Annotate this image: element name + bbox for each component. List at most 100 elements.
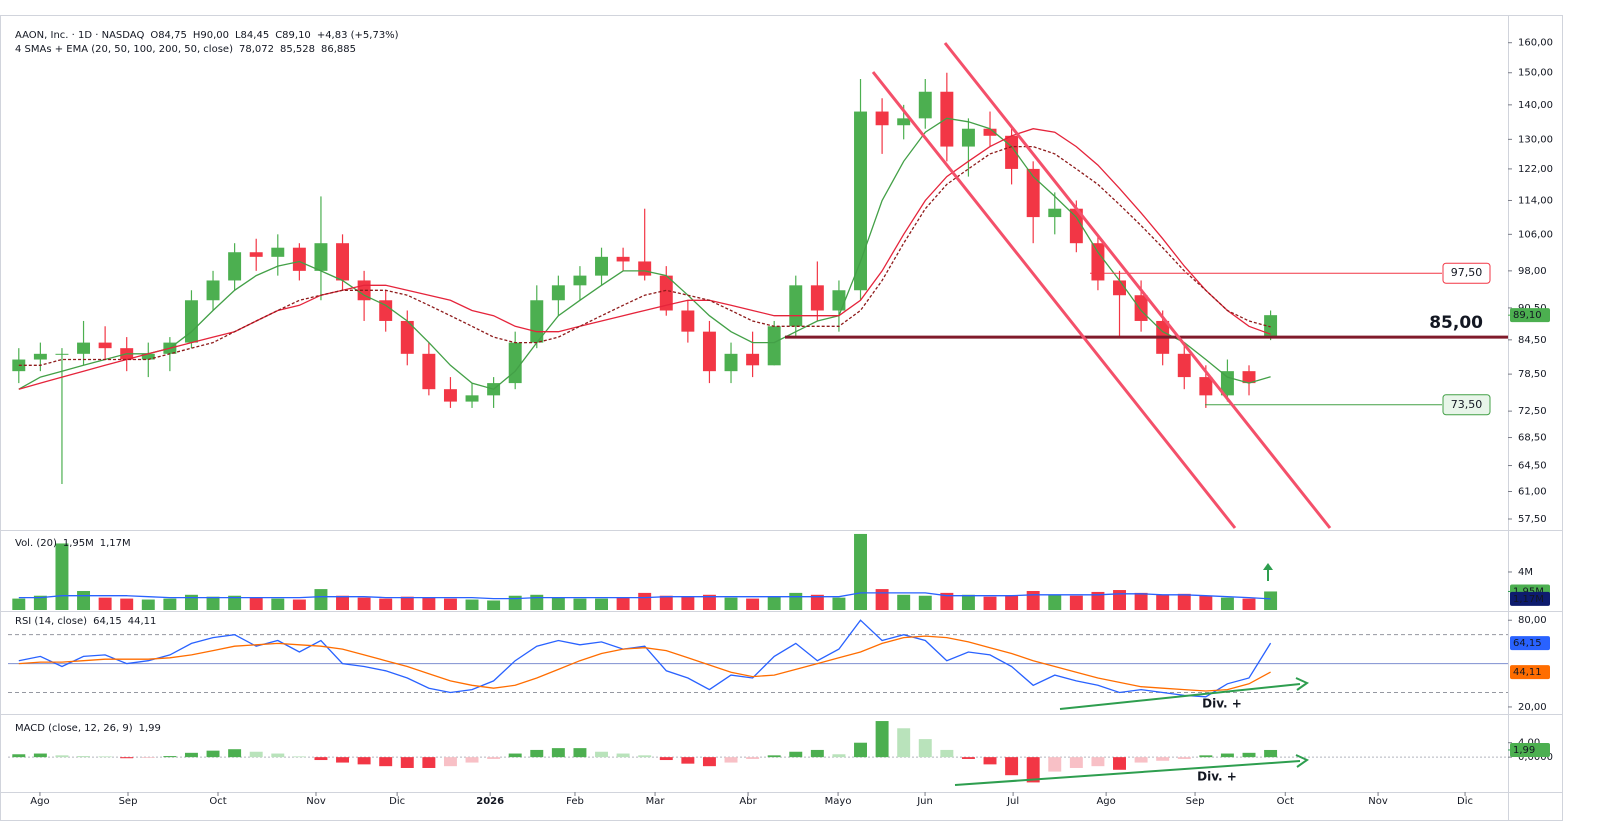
candle-body [422, 353, 436, 390]
bar [595, 598, 608, 610]
legend-text: +4,83 (+5,73%) [317, 30, 399, 41]
legend-text: H90,00 [193, 30, 229, 41]
bar [508, 595, 522, 610]
bar [1220, 753, 1234, 758]
x-tick-label: Oct [1277, 796, 1294, 807]
bar [961, 757, 975, 759]
bar [1113, 757, 1126, 770]
marks [8, 42, 1512, 796]
legend-text: 44,11 [128, 616, 157, 627]
x-tick-label: Sep [1186, 796, 1205, 807]
bar [357, 757, 371, 765]
bar [875, 589, 889, 610]
candle-body [810, 285, 824, 311]
bar [1048, 594, 1062, 610]
bar [767, 755, 781, 758]
bar [702, 594, 716, 610]
axis-badge-label: 44,11 [1513, 667, 1542, 678]
bar [616, 597, 630, 610]
bar [1156, 594, 1170, 610]
legend-text: MACD (close, 12, 26, 9) [15, 723, 133, 734]
x-tick-label: Dic [389, 796, 405, 807]
candle-body [983, 128, 997, 136]
bar [379, 598, 393, 610]
legend-text: 85,528 [280, 44, 315, 55]
bar [530, 749, 544, 758]
y-tick-label: 72,50 [1518, 406, 1547, 417]
bar [1113, 590, 1126, 610]
legend-text: 1,99 [139, 723, 161, 734]
bar [465, 599, 479, 610]
bar [400, 757, 414, 768]
candle-body [681, 310, 695, 332]
bar [1005, 595, 1019, 610]
x-tick-label: Dic [1457, 796, 1473, 807]
legend-text: 4 SMAs + EMA (20, 50, 100, 200, 50, clos… [15, 44, 233, 55]
candle-body [77, 342, 91, 354]
bar [206, 750, 220, 758]
x-tick-label: 2026 [476, 796, 504, 807]
legend-text: C89,10 [275, 30, 311, 41]
bar [487, 757, 501, 759]
bar [33, 753, 47, 758]
candle-body [659, 275, 673, 311]
x-tick-label: Oct [209, 796, 226, 807]
y-tick-label: 150,00 [1518, 68, 1553, 79]
bar [12, 754, 26, 758]
line [18, 128, 1271, 390]
divergence-arrow-head [1295, 754, 1310, 768]
x-tick-label: Mayo [825, 796, 852, 807]
legend-text: L84,45 [235, 30, 269, 41]
y-tick-label: 61,00 [1518, 487, 1547, 498]
candle-body [206, 280, 220, 301]
bar [1156, 757, 1170, 761]
bar [443, 757, 457, 767]
bar [638, 592, 652, 610]
candle-body [55, 353, 69, 355]
candle-body [702, 331, 716, 372]
legend-text: 64,15 [93, 616, 122, 627]
axis-badge [1510, 591, 1550, 606]
bar [379, 757, 393, 767]
x-tick-label: Nov [1368, 796, 1388, 807]
bar [1026, 757, 1040, 783]
bar [98, 597, 112, 610]
axis-badge-label: 1,17M [1513, 594, 1544, 605]
line [18, 592, 1271, 600]
bar [810, 749, 824, 758]
frame [0, 15, 1563, 821]
bar [724, 597, 738, 610]
bar [1069, 757, 1083, 768]
divergence-arrow-head [1295, 677, 1310, 691]
bar [1048, 757, 1062, 772]
legend-text: 86,885 [321, 44, 356, 55]
bar [292, 756, 306, 758]
bar [1091, 757, 1105, 767]
bar [1091, 591, 1105, 610]
candle-body [292, 247, 306, 271]
y-tick-label: 80,00 [1518, 615, 1547, 626]
bar [530, 594, 544, 610]
bar [961, 594, 975, 610]
bar [1199, 595, 1213, 610]
candle-body [1069, 208, 1083, 244]
candle-body [940, 91, 954, 147]
bar [184, 752, 198, 758]
candle-body [141, 353, 155, 360]
bar [271, 753, 285, 758]
candle-body [33, 353, 47, 360]
y-tick-label: 114,00 [1518, 195, 1553, 206]
candle-body [379, 300, 393, 321]
candle-body [918, 91, 932, 119]
candle-body [595, 256, 608, 276]
price-level-label: 85,00 [1429, 313, 1483, 333]
bar [1069, 595, 1083, 610]
candle-body [336, 243, 350, 281]
y-tick-label: 78,50 [1518, 369, 1547, 380]
legend-text: 1,95M [63, 538, 94, 549]
bar [746, 598, 760, 610]
bar [1242, 598, 1256, 610]
bar [465, 757, 479, 763]
